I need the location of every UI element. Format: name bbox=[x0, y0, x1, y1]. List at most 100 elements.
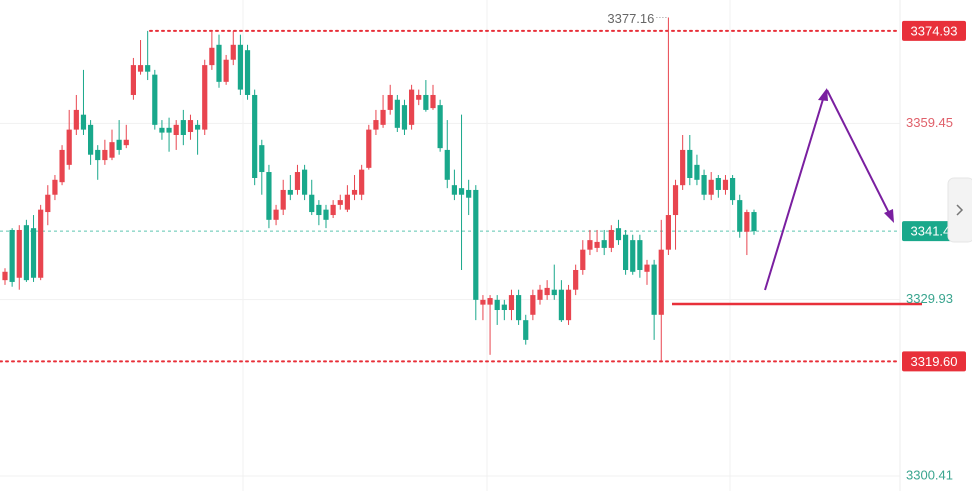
grid bbox=[0, 0, 900, 491]
candle-body bbox=[230, 44, 236, 60]
candle-body bbox=[722, 179, 729, 190]
candle-body bbox=[544, 287, 550, 296]
candle-body bbox=[608, 229, 614, 248]
candle-body bbox=[530, 295, 536, 315]
candle-body bbox=[266, 172, 272, 220]
candle-body bbox=[380, 109, 386, 125]
candle-body bbox=[366, 129, 372, 168]
candle-body bbox=[216, 44, 222, 82]
candle-body bbox=[273, 209, 279, 220]
chevron-icon[interactable] bbox=[956, 204, 964, 216]
candle-body bbox=[359, 169, 365, 195]
arrow-head bbox=[818, 88, 828, 101]
candle-body bbox=[623, 234, 629, 270]
candle-body bbox=[558, 289, 564, 321]
candle-body bbox=[430, 94, 436, 109]
candle-body bbox=[195, 124, 201, 130]
price-label: 3374.93 bbox=[911, 23, 958, 38]
scroll-button[interactable] bbox=[947, 177, 972, 243]
candle-body bbox=[573, 269, 579, 290]
candle-body bbox=[73, 109, 79, 130]
candle-body bbox=[437, 105, 443, 149]
candle-body bbox=[180, 120, 186, 135]
candle-body bbox=[601, 240, 607, 248]
candle-body bbox=[694, 164, 700, 180]
candle-body bbox=[565, 289, 572, 321]
candle-body bbox=[80, 114, 87, 130]
candle-body bbox=[516, 295, 522, 321]
candle-body bbox=[594, 241, 600, 248]
y-tick-label: 3300.41 bbox=[906, 467, 953, 482]
candle-body bbox=[237, 44, 243, 90]
candle-body bbox=[416, 94, 422, 100]
candle-body bbox=[701, 175, 707, 195]
price-label: 3341.41 bbox=[911, 224, 958, 239]
candle-body bbox=[580, 249, 586, 270]
levels bbox=[0, 29, 922, 363]
candle-body bbox=[373, 120, 379, 130]
candle-body bbox=[423, 94, 429, 110]
candle-body bbox=[52, 179, 58, 195]
candle-body bbox=[294, 172, 301, 190]
projection-arrows bbox=[764, 88, 894, 291]
candle-body bbox=[38, 209, 44, 278]
candle-body bbox=[501, 304, 507, 311]
candle-body bbox=[444, 149, 450, 180]
candle-body bbox=[480, 299, 486, 305]
candle-body bbox=[451, 185, 457, 195]
candle-body bbox=[316, 204, 322, 216]
candle-body bbox=[751, 212, 757, 232]
candle-body bbox=[159, 127, 165, 133]
candle-body bbox=[66, 129, 72, 165]
candle-body bbox=[109, 142, 115, 158]
price-label-box bbox=[902, 20, 966, 41]
candle-body bbox=[280, 189, 286, 210]
candle-body bbox=[330, 204, 336, 216]
candle-body bbox=[309, 194, 315, 213]
candle-body bbox=[145, 65, 151, 72]
candle-body bbox=[537, 289, 543, 300]
candle-body bbox=[466, 189, 472, 198]
scroll-tab[interactable] bbox=[947, 177, 972, 243]
candle-body bbox=[209, 47, 215, 66]
candle-body bbox=[680, 149, 686, 186]
candle-body bbox=[708, 179, 714, 195]
candle-body bbox=[494, 299, 500, 311]
candle-body bbox=[95, 149, 101, 161]
candle-body bbox=[116, 139, 122, 150]
candle-body bbox=[9, 229, 15, 282]
candle-body bbox=[744, 212, 750, 232]
candle-body bbox=[244, 50, 251, 95]
candle-body bbox=[409, 89, 415, 125]
candle-body bbox=[30, 228, 37, 278]
candle-body bbox=[473, 189, 479, 300]
arrow-up bbox=[764, 95, 825, 291]
candle-body bbox=[252, 94, 258, 179]
candle-body bbox=[665, 215, 671, 250]
high-annotation: 3377.16 bbox=[607, 11, 654, 26]
candle-body bbox=[387, 94, 393, 110]
y-tick-label: 3359.45 bbox=[906, 115, 953, 130]
candle-body bbox=[508, 295, 515, 311]
candle-body bbox=[2, 271, 8, 281]
candle-body bbox=[123, 139, 129, 146]
candle-body bbox=[551, 289, 557, 296]
candle-body bbox=[137, 65, 144, 72]
price-label: 3319.60 bbox=[911, 354, 958, 369]
candle-body bbox=[45, 194, 51, 213]
candle-body bbox=[223, 59, 229, 82]
candle-body bbox=[737, 200, 743, 232]
candle-body bbox=[59, 149, 65, 183]
arrow-head bbox=[884, 209, 894, 223]
candle-body bbox=[644, 264, 650, 272]
candle-body bbox=[102, 149, 108, 161]
candle-body bbox=[202, 65, 208, 130]
candle-body bbox=[458, 188, 465, 195]
candle-body bbox=[715, 178, 721, 190]
candle-body bbox=[287, 189, 293, 195]
candle-body bbox=[337, 200, 343, 205]
candle-body bbox=[259, 145, 265, 173]
candle-body bbox=[687, 149, 693, 179]
